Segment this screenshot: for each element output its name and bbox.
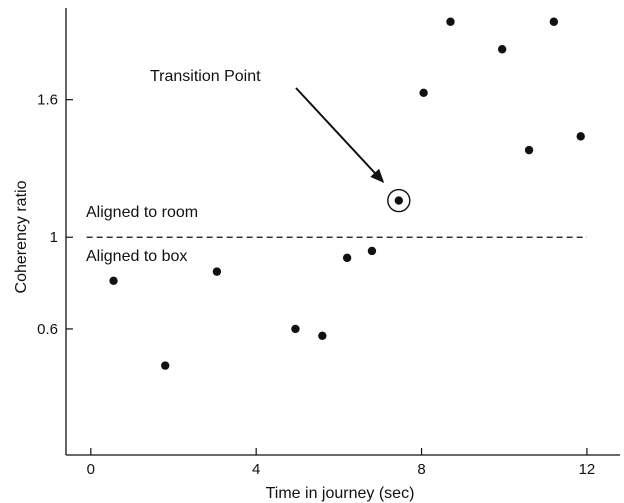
x-tick-label: 12 — [579, 461, 596, 478]
aligned-to-room-label: Aligned to room — [86, 204, 198, 221]
data-point — [419, 88, 428, 98]
transition-arrow — [295, 87, 385, 184]
axes — [65, 8, 620, 456]
x-tick-label: 8 — [417, 461, 425, 478]
aligned-to-box-label: Aligned to box — [86, 248, 187, 265]
data-point — [497, 45, 507, 54]
x-tick-label: 0 — [87, 461, 95, 478]
data-point — [576, 132, 585, 141]
x-ticks: 0 4 8 12 — [87, 448, 596, 478]
data-point — [367, 246, 377, 256]
data-point — [524, 145, 534, 155]
transition-point-ring — [387, 188, 411, 213]
x-axis-label: Time in journey (sec) — [266, 485, 415, 502]
data-point — [318, 331, 327, 340]
y-tick-label: 1.6 — [37, 92, 58, 109]
data-point — [549, 17, 559, 26]
data-point — [161, 361, 170, 370]
y-ticks: 0.6 1 1.6 — [37, 92, 73, 338]
data-point — [109, 276, 118, 285]
data-point — [394, 196, 404, 205]
data-point — [212, 267, 222, 276]
data-points — [109, 17, 585, 370]
data-point — [291, 324, 300, 334]
data-point — [342, 253, 352, 263]
y-tick-label: 0.6 — [37, 321, 58, 338]
y-tick-label: 1 — [50, 229, 58, 246]
transition-point-label: Transition Point — [150, 68, 261, 85]
x-tick-label: 4 — [252, 461, 260, 478]
y-axis-label: Coherency ratio — [13, 180, 30, 293]
data-point — [446, 17, 455, 26]
